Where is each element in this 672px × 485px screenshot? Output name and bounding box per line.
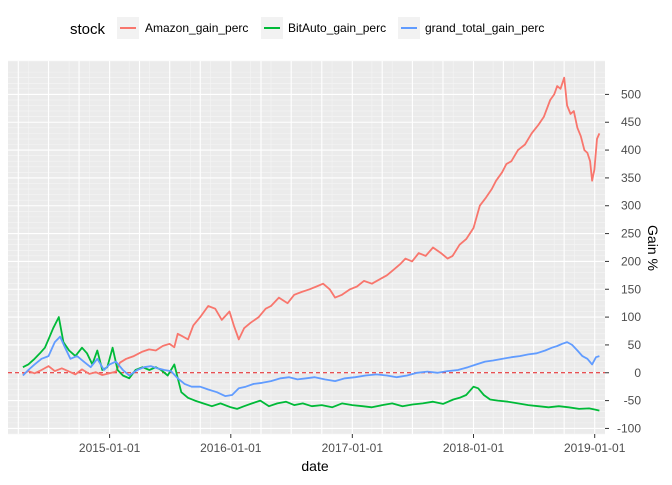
y-tick-label: -50 xyxy=(624,394,642,408)
y-tick-label: 350 xyxy=(621,171,641,185)
y-tick-label: 250 xyxy=(621,227,641,241)
x-axis: 2015-01-01 2016-01-01 2017-01-01 2018-01-01… xyxy=(79,434,626,455)
legend-label: grand_total_gain_perc xyxy=(425,21,544,35)
legend-label: BitAuto_gain_perc xyxy=(288,21,386,35)
y-tick-label: 0 xyxy=(634,366,641,380)
y-tick-label: 150 xyxy=(621,282,641,296)
y-tick-label: 200 xyxy=(621,254,641,268)
series-line-BitAuto_gain_perc xyxy=(22,316,600,412)
legend-label: Amazon_gain_perc xyxy=(145,21,248,35)
y-tick-label: 100 xyxy=(621,310,641,324)
y-axis-title: Gain % xyxy=(645,225,661,271)
legend-item-BitAuto_gain_perc: BitAuto_gain_perc xyxy=(261,17,386,39)
y-tick-label: 500 xyxy=(621,87,641,101)
y-tick-label: 450 xyxy=(621,115,641,129)
y-axis: -100 -50 0 50 100 150 200 250 300 350 400 450 500 xyxy=(605,87,641,435)
legend-item-grand_total_gain_perc: grand_total_gain_perc xyxy=(398,17,544,39)
x-tick-label: 2016-01-01 xyxy=(200,441,262,455)
legend-title: stock xyxy=(70,21,106,38)
x-tick-label: 2015-01-01 xyxy=(79,441,141,455)
x-axis-title: date xyxy=(301,458,328,474)
x-tick-label: 2019-01-01 xyxy=(564,441,626,455)
minor-gridlines xyxy=(8,60,605,435)
y-tick-label: -100 xyxy=(617,421,641,435)
plot-panel xyxy=(8,61,605,434)
y-tick-label: 50 xyxy=(628,338,642,352)
series-line-grand_total_gain_perc xyxy=(22,335,600,398)
x-tick-label: 2018-01-01 xyxy=(443,441,505,455)
y-tick-label: 300 xyxy=(621,199,641,213)
series-line-Amazon_gain_perc xyxy=(22,76,601,376)
y-tick-label: 400 xyxy=(621,143,641,157)
x-tick-label: 2017-01-01 xyxy=(322,441,384,455)
legend-item-Amazon_gain_perc: Amazon_gain_perc xyxy=(117,17,248,39)
legend: stock Amazon_gain_perc BitAuto_gain_perc g… xyxy=(70,17,544,39)
series-lines xyxy=(22,76,601,412)
